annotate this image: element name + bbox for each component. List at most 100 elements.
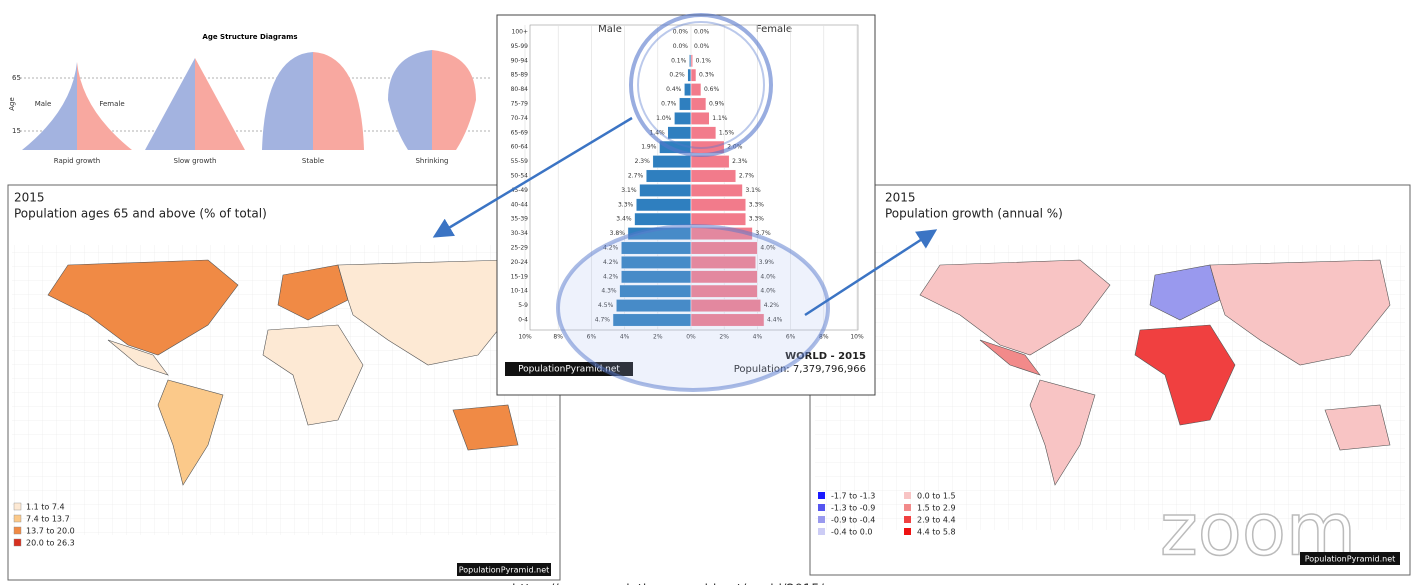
bar <box>634 212 692 226</box>
diagram-title: Age Structure Diagrams <box>202 33 297 41</box>
bar <box>652 155 692 169</box>
y-tick-label: 55-59 <box>511 158 529 165</box>
y-tick-label: 80-84 <box>511 86 529 93</box>
value-label: 2.3% <box>635 158 651 165</box>
bar <box>690 270 758 284</box>
country-region <box>1209 259 1391 366</box>
legend-label: 20.0 to 26.3 <box>26 539 75 548</box>
value-label: 0.0% <box>694 43 710 50</box>
value-label: 4.0% <box>760 273 776 280</box>
legend-label: 13.7 to 20.0 <box>26 527 75 536</box>
value-label: 4.2% <box>603 259 619 266</box>
y-tick-label: 60-64 <box>511 144 529 151</box>
legend-swatch <box>13 538 22 547</box>
value-label: 3.8% <box>610 230 626 237</box>
map-year: 2015 <box>885 191 916 205</box>
x-tick-label: 0% <box>686 334 696 341</box>
legend-label: 0.0 to 1.5 <box>917 492 956 501</box>
diagram-label: Slow growth <box>174 157 217 165</box>
legend-swatch <box>818 492 825 499</box>
bar <box>690 97 707 111</box>
y-tick-label: 50-54 <box>511 173 529 180</box>
legend-swatch <box>13 526 22 535</box>
y-tick-label: 30-34 <box>511 230 529 237</box>
diagram-label: Rapid growth <box>54 157 100 165</box>
bar <box>667 126 692 140</box>
country-region <box>1029 379 1096 486</box>
x-tick-label: 6% <box>587 334 597 341</box>
value-label: 0.0% <box>673 43 689 50</box>
value-label: 0.0% <box>673 29 689 36</box>
country-region <box>1324 404 1391 451</box>
bar <box>690 68 697 82</box>
bar <box>690 299 761 313</box>
value-label: 0.0% <box>694 29 710 36</box>
legend-swatch <box>818 516 825 523</box>
country-region <box>1134 324 1236 426</box>
highlights <box>432 13 938 392</box>
x-tick-label: 4% <box>620 334 630 341</box>
y-tick-label: 35-39 <box>511 216 529 223</box>
diagram-label: Shrinking <box>415 157 448 165</box>
legend-swatch <box>904 516 911 523</box>
map-source: PopulationPyramid.net <box>1305 555 1396 564</box>
bar <box>674 111 692 125</box>
legend-label: -1.7 to -1.3 <box>831 492 875 501</box>
age-mark: 65 <box>12 74 21 82</box>
value-label: 3.3% <box>618 201 634 208</box>
value-label: 0.6% <box>704 86 720 93</box>
left-map-panel: 2015 Population ages 65 and above (% of … <box>7 184 561 581</box>
bar <box>690 155 730 169</box>
y-tick-label: 40-44 <box>511 201 529 208</box>
value-label: 0.9% <box>709 101 725 108</box>
right-map-panel: 2015 Population growth (annual %) zoom P… <box>809 184 1411 576</box>
bar <box>687 68 692 82</box>
country-region <box>919 259 1111 356</box>
y-tick-label: 0-4 <box>518 317 528 324</box>
legend-swatch <box>13 502 22 511</box>
x-tick-label: 10% <box>850 334 864 341</box>
value-label: 3.1% <box>745 187 761 194</box>
value-label: 4.2% <box>603 273 619 280</box>
y-tick-label: 90-94 <box>511 57 529 64</box>
country-region <box>47 259 239 356</box>
legend-swatch <box>818 528 825 535</box>
legend-label: 2.9 to 4.4 <box>917 516 956 525</box>
legend-female: Female <box>756 24 792 35</box>
bar <box>645 169 692 183</box>
bar <box>684 83 692 97</box>
legend-label: -0.9 to -0.4 <box>831 516 875 525</box>
bar <box>679 97 692 111</box>
legend-swatch <box>904 492 911 499</box>
value-label: 0.1% <box>671 57 687 64</box>
age-structure: Age Structure Diagrams 65 15 Age Male Fe… <box>8 33 490 165</box>
bar <box>690 54 693 68</box>
legend-swatch <box>904 504 911 511</box>
value-label: 3.4% <box>616 216 632 223</box>
value-label: 1.1% <box>712 115 728 122</box>
value-label: 4.2% <box>603 245 619 252</box>
value-label: 1.5% <box>719 129 735 136</box>
value-label: 4.4% <box>767 317 783 324</box>
map-year: 2015 <box>14 191 45 205</box>
value-label: 2.3% <box>732 158 748 165</box>
y-tick-label: 65-69 <box>511 129 529 136</box>
y-tick-label: 45-49 <box>511 187 529 194</box>
bar <box>690 83 702 97</box>
value-label: 4.3% <box>601 288 617 295</box>
country-region <box>452 404 519 451</box>
map-title: Population ages 65 and above (% of total… <box>14 207 267 221</box>
y-tick-label: 20-24 <box>511 259 529 266</box>
value-label: 3.1% <box>621 187 637 194</box>
diagram-label: Stable <box>302 157 324 165</box>
value-label: 0.4% <box>666 86 682 93</box>
bar <box>690 284 758 298</box>
source-url: https://www.populationpyramid.net/world/… <box>512 583 824 585</box>
x-tick-label: 8% <box>819 334 829 341</box>
y-tick-label: 85-89 <box>511 72 529 79</box>
y-tick-label: 70-74 <box>511 115 529 122</box>
country-region <box>157 379 224 486</box>
map-source: PopulationPyramid.net <box>459 566 550 575</box>
bar <box>690 198 747 212</box>
